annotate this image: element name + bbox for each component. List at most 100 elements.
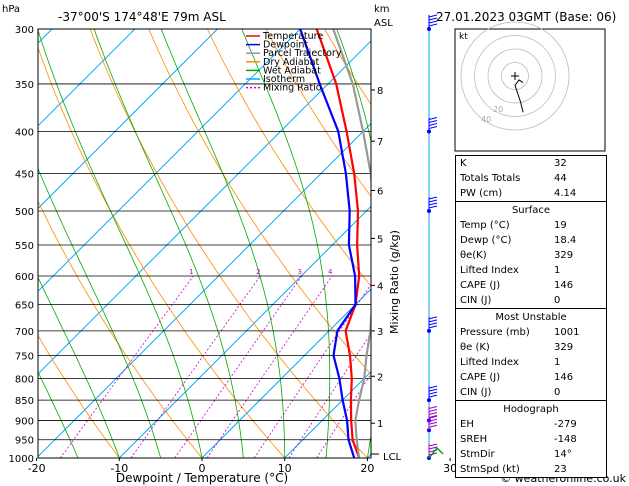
plot-frame (37, 28, 372, 459)
x-tick-label: 30 (443, 462, 457, 475)
x-tick-label: -20 (28, 462, 46, 475)
isotherm-line (38, 122, 371, 458)
wind-barb-icon (428, 14, 438, 29)
mixing-ratio-label: 10 (429, 268, 438, 276)
isotherm-line (284, 370, 371, 458)
dry-adiabat-line (207, 29, 371, 287)
surface-value: 329 (554, 250, 574, 261)
surface-value: 19 (554, 220, 567, 231)
profile-parcel-trajectory (332, 29, 371, 458)
dry-adiabat-line (38, 334, 120, 458)
pressure-tick-label: 300 (15, 25, 34, 36)
index-row: K 32 (456, 156, 606, 171)
plot-area: 12346810162025 (38, 29, 629, 458)
unstable-label: θe (K) (460, 342, 490, 353)
wind-barb-icon (428, 196, 438, 212)
x-tick-label: 10 (278, 462, 292, 475)
pressure-tick-label: 950 (15, 436, 34, 447)
km-tick-label: 5 (377, 234, 383, 245)
surface-row: CAPE (J) 146 (456, 278, 606, 293)
x-tick-label: 0 (199, 462, 206, 475)
dry-adiabat-line (618, 29, 629, 458)
mixing-ratio-label: 6 (373, 268, 378, 276)
unstable-label: CAPE (J) (460, 372, 501, 383)
unstable-value: 1 (554, 357, 561, 368)
mixing-ratio-line (206, 275, 333, 458)
surface-row: Lifted Index 1 (456, 263, 606, 278)
hodo-value: 14° (554, 449, 572, 460)
pressure-tick-label: 1000 (9, 454, 34, 465)
hodograph-ring (487, 48, 543, 104)
km-tick-label: 6 (377, 186, 383, 197)
hodo-value: -279 (554, 419, 577, 430)
unstable-label: CIN (J) (460, 387, 492, 398)
unstable-row: θe (K) 329 (456, 340, 606, 355)
index-row: PW (cm) 4.14 (456, 186, 606, 201)
unstable-label: Lifted Index (460, 357, 519, 368)
surface-label: θe(K) (460, 250, 487, 261)
pressure-tick-label: 350 (15, 80, 34, 91)
x-axis-label: Dewpoint / Temperature (°C) (116, 471, 288, 485)
unstable-value: 329 (554, 342, 574, 353)
hodograph-ring (501, 62, 529, 90)
surface-title: Surface (456, 201, 606, 218)
wet-adiabat-line (38, 371, 79, 458)
index-value: 32 (554, 158, 567, 169)
mixing-ratio-line (288, 332, 371, 458)
profile-dewpoint (299, 29, 357, 458)
legend-item: Dewpoint (263, 40, 308, 51)
mixing-ratio-label: 8 (405, 268, 409, 276)
legend-item: Wet Adiabat (263, 65, 321, 76)
km-tick-label: 7 (377, 137, 383, 148)
pressure-tick-label: 850 (15, 396, 34, 407)
unstable-row: CIN (J) 0 (456, 385, 606, 400)
unstable-row: Lifted Index 1 (456, 355, 606, 370)
hodograph-unit: kt (459, 32, 468, 42)
isotherm-line (38, 29, 218, 210)
wet-adiabat-line (38, 29, 203, 458)
index-value: 44 (554, 173, 567, 184)
surface-value: 0 (554, 295, 561, 306)
hodograph-ring (460, 21, 570, 131)
isotherm-line (38, 29, 136, 127)
legend-item: Temperature (262, 31, 323, 42)
pressure-tick-label: 450 (15, 169, 34, 180)
mixing-ratio-label: 4 (328, 268, 333, 276)
hodo-row: StmDir 14° (456, 447, 606, 462)
surface-label: CAPE (J) (460, 280, 501, 291)
km-tick-label: 8 (377, 86, 383, 97)
x-tick-label: 20 (360, 462, 374, 475)
surface-row: Temp (°C) 19 (456, 218, 606, 233)
mixing-ratio-line (253, 283, 371, 458)
legend-item: Dry Adiabat (263, 57, 320, 68)
wind-barb-icon (428, 443, 438, 458)
isotherm-line (38, 40, 371, 375)
surface-value: 18.4 (554, 235, 577, 246)
unstable-row: CAPE (J) 146 (456, 370, 606, 385)
indices-table: K 32 Totals Totals 44 PW (cm) 4.14 Surface Te… (455, 155, 607, 478)
mixing-ratio-line (130, 275, 261, 458)
pressure-tick-label: 550 (15, 241, 34, 252)
wind-barb-icon (428, 117, 438, 132)
surface-value: 1 (554, 265, 561, 276)
x-tick-label: -10 (110, 462, 128, 475)
pressure-tick-label: 500 (15, 207, 34, 218)
asl-unit: ASL (374, 18, 393, 29)
wind-barb-icon (428, 385, 438, 401)
km-tick-label: 3 (377, 327, 383, 338)
index-label: PW (cm) (460, 188, 503, 199)
location-title: -37°00'S 174°48'E 79m ASL (58, 10, 226, 24)
surface-label: Dewp (°C) (460, 235, 512, 246)
hodo-value: -148 (554, 434, 577, 445)
unstable-value: 146 (554, 372, 574, 383)
km-tick-label: 1 (377, 419, 383, 430)
unstable-title: Most Unstable (456, 308, 606, 325)
mixing-ratio-line (174, 275, 303, 458)
unstable-value: 0 (554, 387, 561, 398)
index-value: 4.14 (554, 188, 577, 199)
surface-row: Dewp (°C) 18.4 (456, 233, 606, 248)
hodograph-ring-label: 40 (481, 115, 491, 124)
unstable-value: 1001 (554, 327, 580, 338)
isotherm-line (118, 205, 371, 458)
